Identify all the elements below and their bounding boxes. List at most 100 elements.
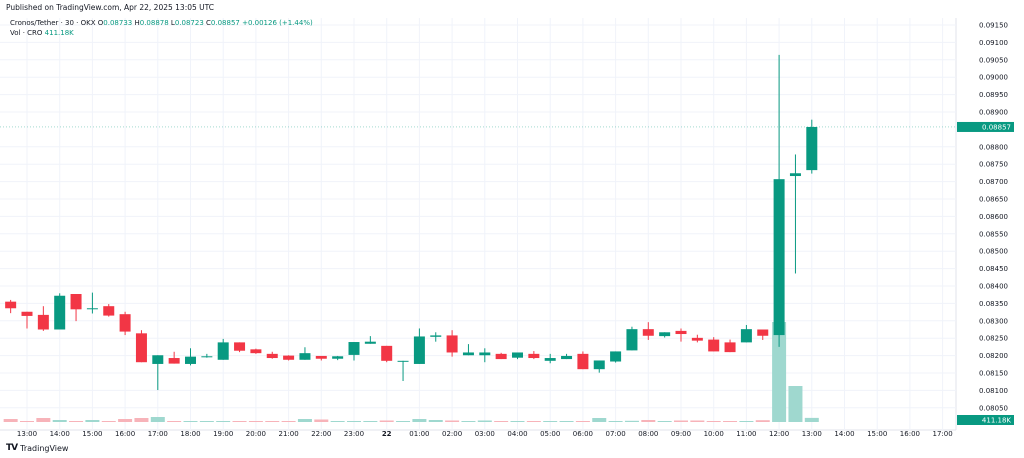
candle-body <box>152 355 164 364</box>
price-tick-label: 0.08500 <box>979 248 1008 256</box>
candle-body <box>691 337 703 341</box>
volume-bar <box>804 417 819 422</box>
price-tick-label: 0.08350 <box>979 300 1008 308</box>
volume-legend-row: Vol · CRO 411.18K <box>10 28 313 38</box>
volume-bar <box>167 421 182 422</box>
candle-body <box>299 353 311 360</box>
candle-body <box>54 295 66 330</box>
volume-bar <box>739 421 754 422</box>
candle-body <box>479 352 491 356</box>
candle-body <box>544 358 556 361</box>
candle-body <box>724 342 736 353</box>
volume-bar <box>624 420 639 422</box>
tradingview-logo[interactable]: TV TradingView <box>6 443 68 453</box>
volume-bar <box>265 421 280 422</box>
time-tick-label: 07:00 <box>606 430 626 438</box>
candle-body <box>708 339 720 352</box>
time-tick-label: 15:00 <box>867 430 887 438</box>
candle-body <box>201 356 213 358</box>
candle-body <box>446 335 458 353</box>
volume-bar <box>510 421 525 422</box>
volume-bar <box>755 420 770 422</box>
time-tick-label: 01:00 <box>409 430 429 438</box>
price-tick-label: 0.09100 <box>979 39 1008 47</box>
volume-bar <box>772 322 787 422</box>
volume-bar <box>592 418 607 422</box>
volume-bar <box>608 421 623 422</box>
volume-bar <box>297 419 312 422</box>
price-tick-label: 0.09050 <box>979 56 1008 64</box>
volume-label[interactable]: Vol · CRO <box>10 29 43 37</box>
grid <box>0 18 957 431</box>
volume-bar <box>575 421 590 422</box>
time-tick-label: 04:00 <box>507 430 527 438</box>
candle-body <box>789 173 801 177</box>
volume-bar <box>723 421 738 422</box>
candle-body <box>21 311 33 316</box>
volume-bar <box>363 421 378 422</box>
candle-body <box>37 314 49 330</box>
chart-legend: Cronos/Tether · 30 · OKX O0.08733 H0.088… <box>10 18 313 38</box>
symbol-title[interactable]: Cronos/Tether · 30 · OKX <box>10 19 96 27</box>
price-tick-label: 0.09150 <box>979 22 1008 30</box>
candle-body <box>397 360 409 362</box>
volume-bar <box>216 421 231 422</box>
candle-body <box>462 352 474 356</box>
candle-body <box>364 341 376 344</box>
price-tick-label: 0.08100 <box>979 387 1008 395</box>
change-value: +0.00126 (+1.44%) <box>242 19 313 27</box>
price-tick-label: 0.08250 <box>979 335 1008 343</box>
volume-bar <box>183 421 198 422</box>
volume-bar <box>3 419 18 422</box>
candle-body <box>642 329 654 336</box>
price-tick-label: 0.08900 <box>979 109 1008 117</box>
time-tick-label: 05:00 <box>540 430 560 438</box>
volume-bars <box>3 322 819 422</box>
ohlc-legend-row: Cronos/Tether · 30 · OKX O0.08733 H0.088… <box>10 18 313 28</box>
price-tick-label: 0.08450 <box>979 265 1008 273</box>
price-tick-label: 0.08700 <box>979 178 1008 186</box>
time-tick-label: 19:00 <box>213 430 233 438</box>
candle-body <box>381 345 393 361</box>
price-tick-label: 0.08400 <box>979 283 1008 291</box>
volume-bar <box>69 421 84 422</box>
volume-bar <box>788 386 803 422</box>
candle-body <box>250 349 262 354</box>
candle-body <box>675 330 687 335</box>
time-tick-label: 17:00 <box>148 430 168 438</box>
last-volume-label: 411.18K <box>982 417 1011 425</box>
low-label: L <box>170 19 175 27</box>
volume-bar <box>494 421 509 422</box>
candle-body <box>413 336 425 364</box>
candle-body <box>70 294 82 310</box>
volume-bar <box>657 421 672 422</box>
candle-body <box>315 355 327 359</box>
candle-body <box>740 329 752 343</box>
time-tick-label: 12:00 <box>769 430 789 438</box>
high-value: 0.08878 <box>139 19 169 27</box>
time-tick-label: 13:00 <box>17 430 37 438</box>
candle-body <box>528 353 540 359</box>
time-tick-label: 15:00 <box>82 430 102 438</box>
candle-body <box>234 342 246 351</box>
volume-bar <box>85 420 100 422</box>
volume-bar <box>690 420 705 422</box>
tradingview-logo-icon: TV <box>6 443 18 453</box>
price-tick-label: 0.08600 <box>979 213 1008 221</box>
candle-body <box>430 335 442 337</box>
volume-bar <box>20 421 34 422</box>
time-tick-label: 20:00 <box>246 430 266 438</box>
candle-body <box>512 352 523 358</box>
price-tick-label: 0.08200 <box>979 352 1008 360</box>
candle-body <box>86 308 98 310</box>
volume-bar <box>52 420 67 422</box>
candle-body <box>185 356 196 364</box>
time-tick-label: 08:00 <box>638 430 658 438</box>
time-tick-label: 16:00 <box>115 430 135 438</box>
time-tick-label: 14:00 <box>834 430 854 438</box>
candle-body <box>168 358 180 364</box>
price-tick-label: 0.08950 <box>979 91 1008 99</box>
last-price-badge <box>957 121 1014 132</box>
volume-bar <box>674 420 688 422</box>
